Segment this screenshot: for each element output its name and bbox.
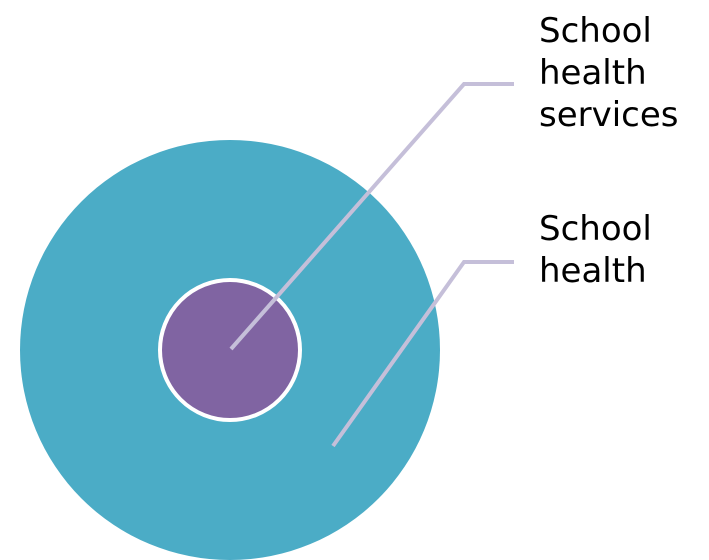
leader-line-outer [331,260,514,448]
inner-circle-school-health-services [158,278,302,422]
label-school-health: School health [539,209,652,291]
leader-line-inner [229,82,514,351]
label-school-health-services: School health services [539,11,679,135]
